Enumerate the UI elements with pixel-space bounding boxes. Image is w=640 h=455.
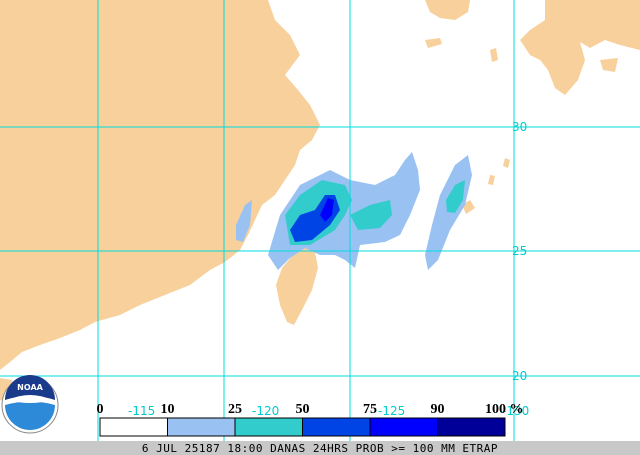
legend-swatch bbox=[437, 417, 506, 437]
legend-swatch bbox=[167, 417, 236, 437]
legend-label: 50 bbox=[296, 402, 310, 417]
legend-label: 75 bbox=[363, 402, 377, 417]
land bbox=[488, 175, 495, 185]
latitude-label: 25 bbox=[512, 244, 527, 258]
land bbox=[490, 48, 498, 62]
legend-swatch bbox=[234, 417, 303, 437]
land bbox=[0, 0, 320, 370]
legend: 0 10 25 50 75 90 100 % bbox=[97, 402, 524, 437]
legend-label: 90 bbox=[431, 402, 445, 417]
legend-label: 10 bbox=[161, 402, 175, 417]
legend-swatch bbox=[302, 417, 371, 437]
land bbox=[425, 38, 442, 48]
legend-swatch bbox=[369, 417, 438, 437]
prob-area bbox=[350, 200, 392, 230]
prob-area bbox=[320, 198, 334, 222]
logo-text: NOAA bbox=[17, 383, 43, 392]
prob-area bbox=[446, 180, 465, 213]
land bbox=[425, 0, 470, 20]
prob-area bbox=[236, 200, 252, 242]
legend-label: 0 bbox=[97, 402, 104, 417]
land bbox=[520, 0, 640, 95]
legend-label: 25 bbox=[228, 402, 242, 417]
longitude-label: -130 bbox=[502, 404, 529, 418]
latitude-label: 30 bbox=[512, 120, 527, 134]
legend-swatch bbox=[99, 417, 168, 437]
land bbox=[503, 158, 510, 168]
longitude-label: -115 bbox=[128, 404, 155, 418]
latitude-label: 20 bbox=[512, 369, 527, 383]
longitude-label: -125 bbox=[378, 404, 405, 418]
land bbox=[276, 247, 318, 325]
legend-label: 100 % bbox=[485, 402, 524, 417]
footer-text: 6 JUL 25187 18:00 DANAS 24HRS PROB >= 10… bbox=[142, 442, 498, 455]
footer-bar bbox=[0, 441, 640, 455]
logo: NOAA bbox=[1, 375, 59, 434]
longitude-label: -120 bbox=[252, 404, 279, 418]
land bbox=[600, 58, 618, 72]
